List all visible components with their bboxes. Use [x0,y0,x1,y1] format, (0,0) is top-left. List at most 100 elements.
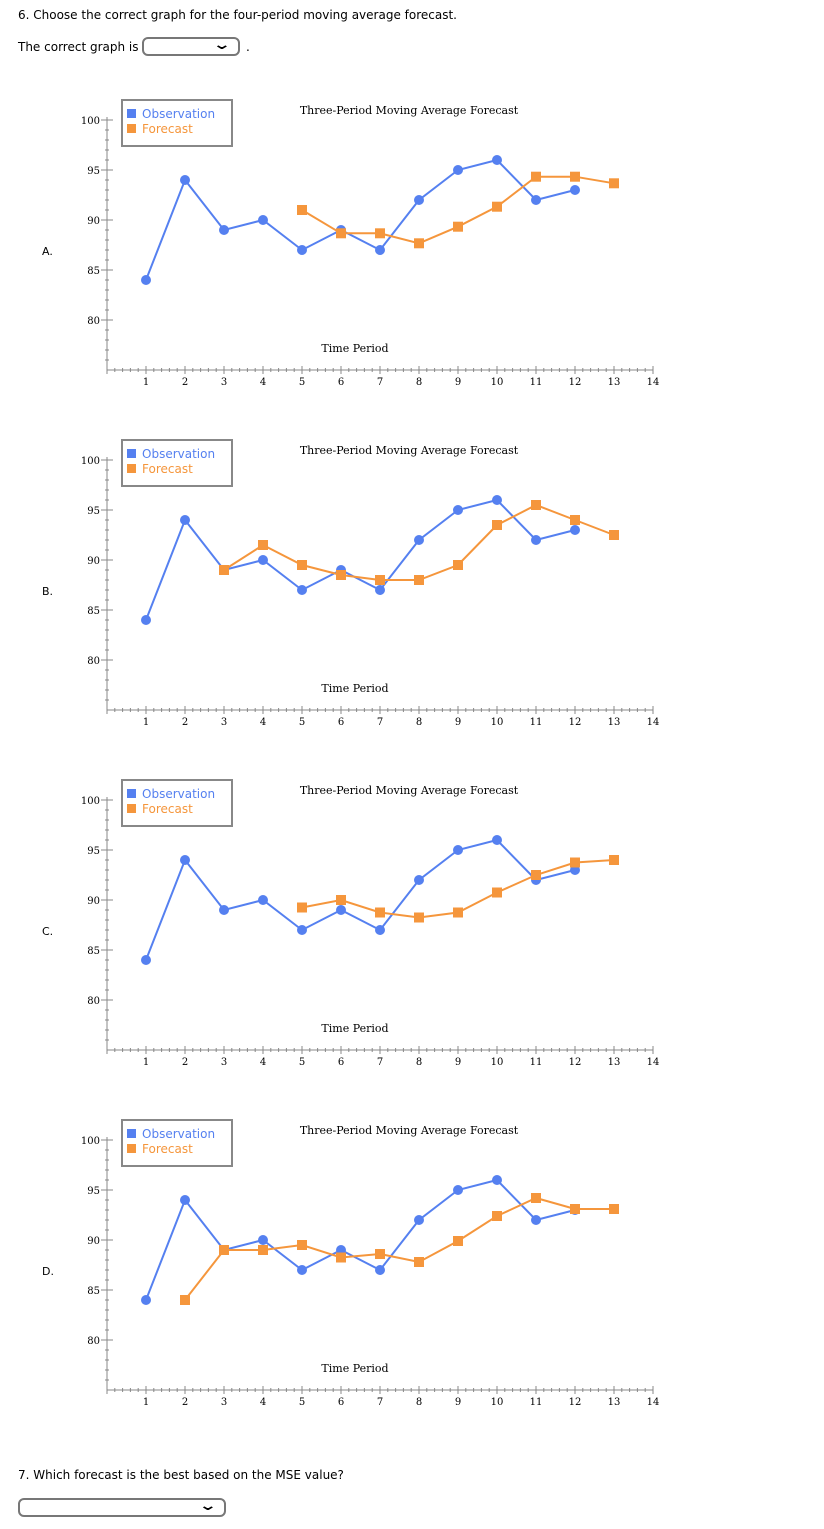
legend-label: Forecast [142,802,193,816]
forecast-point [336,228,346,239]
observation-point [492,155,502,165]
forecast-point [375,228,385,239]
forecast-point [492,887,502,898]
x-tick-label: 12 [569,1057,582,1068]
legend-label: Forecast [142,462,193,476]
observation-point [297,245,307,255]
y-tick-label: 95 [87,846,100,857]
observation-point [258,215,268,225]
y-tick-label: 80 [87,1336,100,1347]
forecast-point [492,1211,502,1221]
x-tick-label: 13 [608,1397,621,1408]
y-tick-label: 80 [87,996,100,1007]
y-tick-label: 80 [87,656,100,667]
legend-label: Forecast [142,1142,193,1156]
x-tick-label: 8 [416,1057,422,1068]
x-tick-label: 14 [647,717,660,728]
forecast-point [375,907,385,918]
observation-point [219,225,229,235]
legend-box [121,99,233,147]
forecast-point [414,912,424,923]
observation-point [414,535,424,545]
x-tick-label: 3 [221,1057,227,1068]
x-tick-label: 12 [569,377,582,388]
y-tick-label: 90 [87,216,100,227]
legend-swatch-observation [127,109,136,118]
forecast-point [414,575,424,585]
legend-label: Forecast [142,122,193,136]
y-tick-label: 85 [87,266,100,277]
x-tick-label: 14 [647,377,660,388]
x-tick-label: 14 [647,1397,660,1408]
observation-point [453,165,463,175]
observation-point [453,505,463,515]
x-tick-label: 9 [455,1397,461,1408]
legend-swatch-observation [127,449,136,458]
observation-point [414,875,424,885]
forecast-point [219,1245,229,1255]
correct-graph-dropdown[interactable]: ⌄ [142,37,240,56]
chart-b: 1 2 3 4 5 6 7 8 9 10 11 12 13 1480859095100Three-Peri… [81,439,660,728]
chart-option-label: D. [42,1265,54,1278]
x-tick-label: 5 [299,377,305,388]
x-tick-label: 10 [491,1057,504,1068]
observation-line [145,838,576,961]
chevron-down-icon: ⌄ [198,1498,218,1514]
forecast-point [414,1257,424,1267]
y-tick-label: 100 [81,116,100,127]
observation-point [570,525,580,535]
x-tick-label: 6 [338,1057,344,1068]
y-tick-label: 80 [87,316,100,327]
forecast-point [570,515,580,525]
chart-title: Three-Period Moving Average Forecast [300,784,519,797]
x-tick-label: 8 [416,1397,422,1408]
chart-option-label: B. [42,585,54,598]
x-tick-label: 13 [608,1057,621,1068]
legend-swatch-forecast [127,464,136,473]
observation-point [180,175,190,185]
x-tick-label: 5 [299,717,305,728]
x-tick-label: 3 [221,377,227,388]
forecast-point [453,221,463,232]
legend-box [121,439,233,487]
forecast-line [301,175,615,245]
x-tick-label: 5 [299,1057,305,1068]
observation-point [531,1215,541,1225]
chart-title: Three-Period Moving Average Forecast [300,104,519,117]
forecast-point [375,575,385,585]
observation-point [141,615,151,625]
x-tick-label: 7 [377,1397,383,1408]
y-tick-label: 90 [87,556,100,567]
legend-swatch-observation [127,1129,136,1138]
observation-point [375,1265,385,1275]
x-tick-label: 11 [530,717,543,728]
chart-d: 1 2 3 4 5 6 7 8 9 10 11 12 13 1480859095100Three-Peri… [81,1119,660,1408]
forecast-point [297,1240,307,1250]
observation-point [531,535,541,545]
x-tick-label: 4 [260,1057,266,1068]
x-tick-label: 2 [182,717,188,728]
observation-point [492,1175,502,1185]
observation-point [258,1235,268,1245]
legend-swatch-forecast [127,1144,136,1153]
x-tick-label: 12 [569,717,582,728]
forecast-point [297,560,307,570]
best-forecast-dropdown[interactable]: ⌄ [18,1498,226,1517]
forecast-point [570,1204,580,1214]
observation-point [492,835,502,845]
observation-point [336,905,346,915]
forecast-point [609,178,619,189]
chart-c: 1 2 3 4 5 6 7 8 9 10 11 12 13 1480859095100Three-Peri… [81,779,659,1068]
x-tick-label: 2 [182,1057,188,1068]
x-tick-label: 11 [530,1397,543,1408]
forecast-point [336,570,346,580]
x-tick-label: 7 [377,1057,383,1068]
forecast-point [609,1204,619,1214]
x-tick-label: 13 [608,717,621,728]
forecast-point [219,565,229,575]
x-tick-label: 5 [299,1397,305,1408]
observation-point [258,895,268,905]
x-tick-label: 1 [143,377,149,388]
